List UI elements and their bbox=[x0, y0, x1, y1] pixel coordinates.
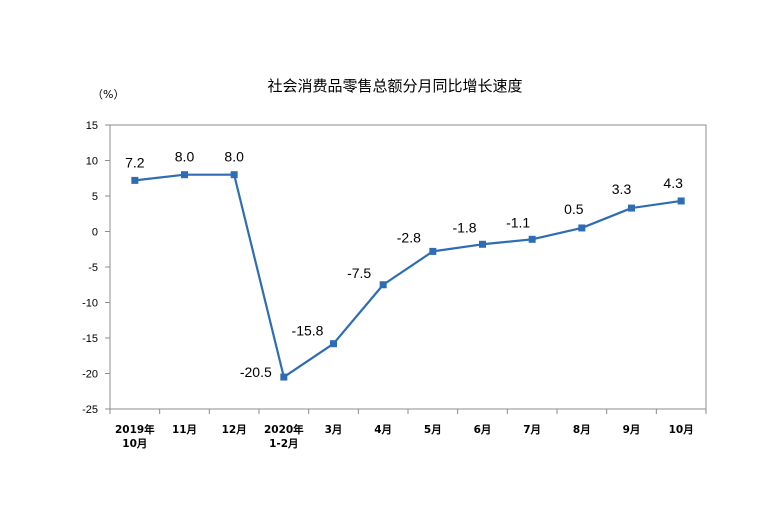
x-tick-label: 8月 bbox=[573, 424, 591, 436]
data-point-marker bbox=[479, 240, 486, 248]
y-tick-label: -5 bbox=[88, 262, 98, 274]
series-line-path bbox=[134, 173, 682, 379]
x-tick-labels: 2019年 10月 11月 12月 2020年 1-2月 3月 4月 5月 6月 7月 8月 9月 10月 bbox=[109, 409, 707, 450]
data-point-marker bbox=[628, 204, 635, 212]
data-point-marker bbox=[528, 235, 536, 243]
data-point-marker bbox=[181, 171, 188, 179]
y-tick-label: -10 bbox=[82, 298, 98, 310]
data-label: -20.5 bbox=[240, 364, 272, 380]
data-point-marker bbox=[677, 197, 685, 205]
data-label: 7.2 bbox=[125, 154, 145, 170]
y-tick-label: 10 bbox=[86, 156, 98, 168]
data-point-marker bbox=[578, 224, 586, 232]
y-tick-label: 5 bbox=[92, 191, 98, 203]
data-label: -2.8 bbox=[397, 229, 421, 245]
data-label: 3.3 bbox=[612, 181, 632, 197]
x-tick-label: 6月 bbox=[474, 424, 492, 436]
data-label: 8.0 bbox=[224, 149, 244, 165]
series-line bbox=[131, 171, 685, 381]
data-point-marker bbox=[379, 281, 387, 289]
x-tick-label: 4月 bbox=[374, 424, 392, 436]
data-point-marker bbox=[330, 340, 337, 348]
data-label: 8.0 bbox=[175, 149, 195, 165]
y-tick-label: 0 bbox=[92, 227, 98, 239]
y-tick-label: -25 bbox=[82, 404, 98, 416]
x-tick-label: 9月 bbox=[623, 424, 641, 436]
data-label: -7.5 bbox=[347, 265, 371, 281]
y-tick-labels: 15 10 5 0 -5 -10 -15 -20 -25 bbox=[82, 120, 110, 416]
data-label: -15.8 bbox=[292, 323, 324, 339]
data-point-marker bbox=[230, 171, 238, 179]
x-tick-label: 5月 bbox=[424, 424, 442, 436]
x-tick-label: 10月 bbox=[669, 424, 694, 436]
data-label: -1.1 bbox=[506, 214, 530, 230]
x-tick-label: 11月 bbox=[172, 424, 197, 436]
data-point-marker bbox=[280, 373, 288, 381]
data-labels: 7.2 8.0 8.0 -20.5 -15.8 -7.5 -2.8 -1.8 -1.1 0.5 3.… bbox=[125, 149, 683, 380]
data-point-marker bbox=[131, 176, 139, 184]
y-tick-label: -20 bbox=[82, 369, 98, 381]
x-tick-label: 2020年 1-2月 bbox=[264, 423, 304, 450]
y-axis-unit-label: （%） bbox=[92, 88, 124, 101]
data-point-marker bbox=[429, 247, 437, 255]
y-tick-label: -15 bbox=[82, 333, 98, 345]
y-tick-label: 15 bbox=[86, 120, 98, 132]
x-tick-label: 12月 bbox=[222, 424, 247, 436]
chart-title: 社会消费品零售总额分月同比增长速度 bbox=[267, 77, 522, 95]
x-tick-label: 3月 bbox=[325, 424, 343, 436]
data-label: -1.8 bbox=[452, 219, 476, 235]
x-tick-label: 2019年 10月 bbox=[115, 423, 155, 450]
x-tick-label: 7月 bbox=[523, 424, 541, 436]
data-label: 0.5 bbox=[564, 201, 584, 217]
data-label: 4.3 bbox=[663, 175, 683, 191]
